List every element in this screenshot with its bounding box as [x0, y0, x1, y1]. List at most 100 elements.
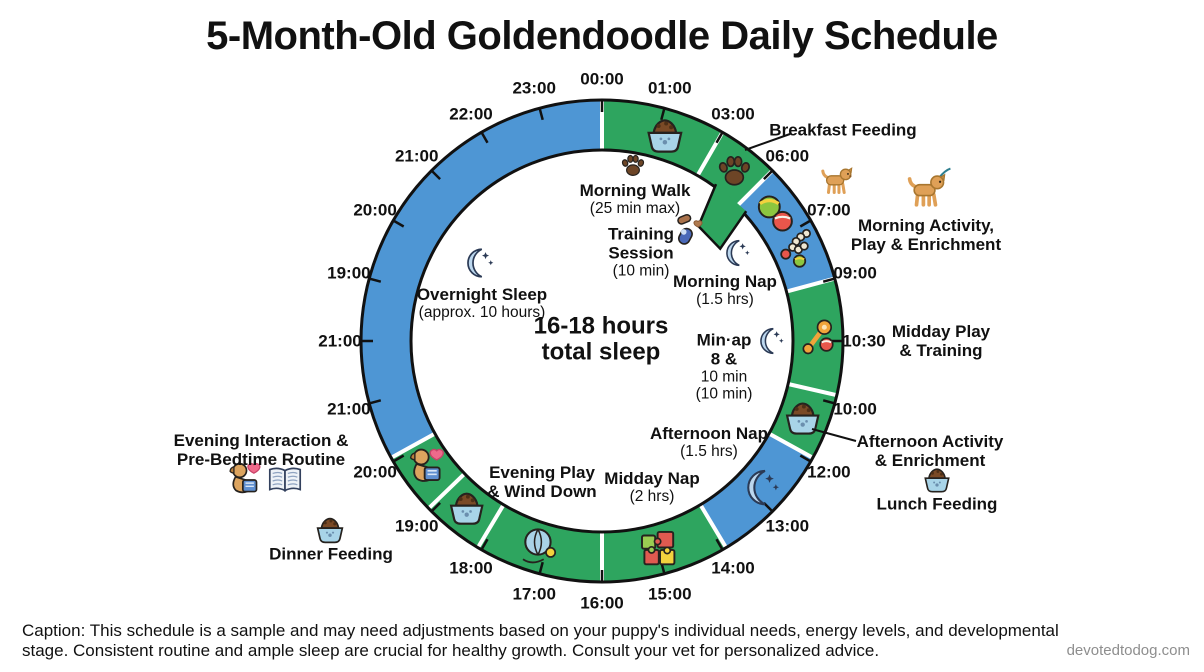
tick-label-45: 06:00 [765, 146, 810, 166]
caption: Caption: This schedule is a sample and m… [22, 621, 1059, 662]
treat-clicker-icon [677, 213, 703, 245]
food-bowl-icon [924, 468, 950, 493]
hour-tick [430, 502, 441, 513]
min-ap-label-line4: (10 min) [695, 386, 753, 404]
evening-interaction-label: Evening Interaction & Pre-Bedtime Routine [174, 431, 349, 469]
tick-label-150: 14:00 [711, 558, 755, 578]
tick-label-0: 00:00 [580, 69, 624, 89]
evening-interaction-label-line1: Evening Interaction & [173, 430, 349, 450]
moon-icon [467, 248, 494, 278]
evening-play-label-line1: Evening Play [489, 462, 595, 482]
paw-icon [621, 154, 645, 176]
tick-label-135: 13:00 [765, 516, 810, 536]
hour-tick [392, 219, 405, 228]
hour-tick [822, 277, 836, 283]
tick-label-255: 21:00 [327, 399, 371, 419]
leader-line [744, 133, 791, 151]
morning-activity-label-line2: Play & Enrichment [850, 235, 1002, 254]
tick-label-240: 20:00 [353, 462, 397, 482]
tick-label-210: 18:00 [449, 558, 493, 578]
morning-nap-label: Morning Nap (1.5 hrs) [673, 272, 777, 308]
paw-icon [718, 155, 750, 186]
hour-tick [480, 538, 489, 551]
segment-divider [768, 431, 814, 460]
tick-label-300: 20:00 [353, 200, 397, 220]
afternoon-activity-label-line1: Afternoon Activity [856, 431, 1004, 451]
dog-reading-icon [229, 462, 261, 494]
tick-label-330: 22:00 [449, 104, 493, 124]
ball-icon [522, 528, 557, 564]
tick-label-75: 09:00 [833, 263, 877, 283]
hour-tick [368, 399, 382, 405]
tick-label-165: 15:00 [648, 584, 692, 604]
overnight-sleep-label-line1: Overnight Sleep [416, 284, 548, 304]
tick-label-30: 03:00 [711, 104, 755, 124]
morning-activity-label: Morning Activity, Play & Enrichment [851, 216, 1001, 254]
evening-interaction-label-line2: Pre-Bedtime Routine [176, 450, 346, 469]
afternoon-activity-label: Afternoon Activity & Enrichment [857, 432, 1004, 470]
overnight-sleep-label: Overnight Sleep (approx. 10 hours) [417, 285, 547, 321]
leader-line [811, 428, 857, 442]
tick-label-90: 10:30 [842, 331, 886, 351]
segment-divider [427, 472, 466, 510]
moon-icon [760, 327, 784, 355]
training-session-label-line3: (10 min) [612, 262, 670, 280]
segment-divider [390, 431, 436, 460]
hour-tick [763, 169, 774, 180]
tick-label-345: 23:00 [512, 78, 556, 98]
food-bowl-icon [647, 119, 683, 153]
min-ap-label-line3: 10 min [700, 368, 748, 386]
moon-icon [747, 469, 779, 506]
midday-play-label: Midday Play & Training [892, 322, 990, 360]
morning-nap-label-line2: (1.5 hrs) [696, 290, 754, 308]
afternoon-activity-label-line2: & Enrichment [874, 451, 986, 470]
tick-label-195: 17:00 [512, 584, 556, 604]
dog-icon [821, 167, 853, 194]
caption-line2: stage. Consistent routine and ample slee… [22, 641, 880, 661]
rattle-icon [802, 319, 834, 355]
hour-tick [763, 502, 774, 513]
midday-nap-label-line2: (2 hrs) [629, 487, 675, 505]
morning-walk-label-line1: Morning Walk [579, 180, 691, 200]
morning-activity-label-line1: Morning Activity, [858, 215, 994, 235]
center-label-line1: 16-18 hours [533, 312, 669, 340]
overnight-sleep-label-line2: (approx. 10 hours) [418, 303, 546, 321]
hour-tick [538, 107, 544, 121]
morning-walk-label: Morning Walk (25 min max) [580, 181, 691, 217]
tick-label-15: 01:00 [648, 78, 692, 98]
food-bowl-icon [449, 492, 484, 525]
afternoon-nap-label-line1: Afternoon Nap [649, 423, 769, 443]
hour-tick [715, 131, 724, 144]
center-label-line2: total sleep [541, 339, 661, 366]
balls-icon [757, 195, 793, 232]
hour-tick [660, 107, 666, 121]
tick-label-105: 10:00 [833, 399, 877, 419]
hour-tick [715, 538, 724, 551]
midday-play-label-line1: Midday Play [891, 321, 991, 341]
evening-play-label: Evening Play & Wind Down [487, 463, 596, 501]
segment-divider [698, 503, 728, 549]
afternoon-nap-label-line2: (1.5 hrs) [680, 442, 738, 460]
tick-label-270: 21:00 [318, 331, 362, 351]
dog-reading-icon [409, 448, 444, 482]
training-session-label-line2: Session [608, 243, 674, 263]
training-session-label: Training Session (10 min) [608, 224, 674, 279]
breakfast-feeding-label-line1: Breakfast Feeding [769, 120, 917, 140]
lunch-feeding-label: Lunch Feeding [877, 494, 998, 513]
tick-label-180: 16:00 [580, 593, 624, 613]
min-ap-label-line2: 8 & [710, 349, 738, 369]
tick-label-60: 07:00 [807, 200, 851, 220]
tick-label-120: 12:00 [807, 462, 851, 482]
segment-overnight-sleep [361, 100, 602, 458]
dog-leash-icon [907, 167, 951, 207]
evening-play-label-line2: & Wind Down [487, 482, 597, 501]
dinner-feeding-label-line1: Dinner Feeding [269, 544, 393, 564]
ring-notch-outline [696, 183, 748, 251]
watermark: devotedtodog.com [1066, 642, 1190, 659]
afternoon-nap-label: Afternoon Nap (1.5 hrs) [650, 424, 768, 460]
caption-line1: Caption: This schedule is a sample and m… [22, 621, 1059, 640]
ring-inner-edge [409, 148, 795, 534]
moon-icon [726, 239, 750, 267]
